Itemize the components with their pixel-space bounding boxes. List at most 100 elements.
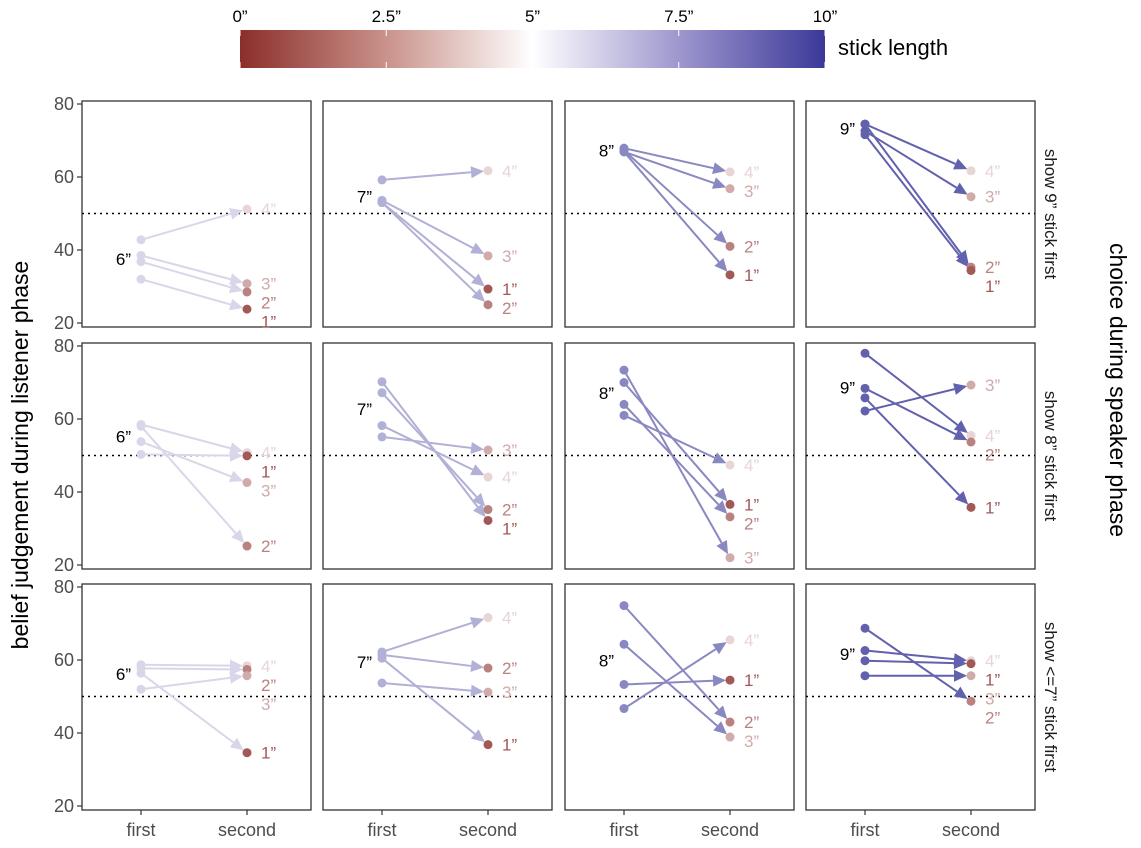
facet-panel: 4”1”3”2” 9” first second xyxy=(805,583,1036,840)
arrow-head xyxy=(713,230,728,244)
first-point xyxy=(860,130,870,140)
arrow-line xyxy=(381,653,472,667)
second-point xyxy=(725,717,735,727)
facet-panel: 4” 3” 2”1” 9” xyxy=(805,100,1036,328)
first-point xyxy=(377,198,387,208)
x-tick-label: second xyxy=(942,820,1000,840)
x-tick-label: second xyxy=(701,820,759,840)
facet-panel: 4” 2” 3” 1” 7” first second xyxy=(322,583,553,840)
arrow-line xyxy=(864,627,958,693)
arrow-head xyxy=(229,663,244,676)
arrow-head xyxy=(228,470,244,482)
arrow-head xyxy=(472,492,486,507)
arrow-head xyxy=(953,158,968,170)
facet-panel: 4” 3” 1”2” 7” xyxy=(322,100,553,328)
x-tick-label: first xyxy=(127,820,156,840)
second-point-label: 1” xyxy=(744,671,759,690)
second-point xyxy=(242,204,252,214)
second-point-label: 3” xyxy=(985,376,1000,395)
arrow-line xyxy=(864,388,955,412)
second-point xyxy=(725,635,735,645)
arrow-head xyxy=(470,684,485,697)
second-point xyxy=(966,430,976,440)
second-point-label: 2” xyxy=(502,659,517,678)
first-point xyxy=(377,421,387,431)
colorbar-tick-label: 0” xyxy=(232,7,247,26)
arrow-head xyxy=(229,208,244,220)
second-point-label: 3” xyxy=(985,188,1000,207)
first-stick-label: 9” xyxy=(840,645,855,664)
second-point-label: 3” xyxy=(261,275,276,294)
second-point-label: 2” xyxy=(744,237,759,256)
arrow-head xyxy=(953,420,968,433)
arrow-head xyxy=(471,273,485,287)
arrow-head xyxy=(713,721,727,735)
second-point-label: 2” xyxy=(985,445,1000,464)
first-stick-label: 8” xyxy=(599,652,614,671)
first-point xyxy=(136,250,146,260)
second-point-label: 4” xyxy=(744,163,759,182)
second-point-label: 1” xyxy=(985,671,1000,690)
arrow-line xyxy=(140,440,232,478)
first-point xyxy=(136,421,146,431)
second-point-label: 2” xyxy=(502,299,517,318)
y-tick-label: 80 xyxy=(54,577,74,597)
second-point xyxy=(242,287,252,297)
y-tick-label: 40 xyxy=(54,482,74,502)
second-point-label: 1” xyxy=(744,495,759,514)
second-point-label: 3” xyxy=(744,549,759,568)
first-point xyxy=(860,383,870,393)
second-point xyxy=(242,664,252,674)
arrow-line xyxy=(864,134,962,258)
facet-panel: 3” 4”2” 1” 9” xyxy=(805,342,1036,570)
first-point xyxy=(619,679,629,689)
arrow-line xyxy=(864,123,956,165)
second-point-label: 2” xyxy=(985,709,1000,728)
arrow-line xyxy=(140,672,235,744)
second-point-label: 3” xyxy=(744,732,759,751)
arrow-line xyxy=(623,381,720,493)
second-point xyxy=(483,687,493,697)
first-point xyxy=(136,235,146,245)
arrow-line xyxy=(381,681,472,692)
x-tick-label: second xyxy=(459,820,517,840)
second-point-label: 1” xyxy=(985,277,1000,296)
first-point xyxy=(860,348,870,358)
facet-panel: 3” 4” 2”1” 7” xyxy=(322,342,553,570)
second-point-label: 3” xyxy=(502,247,517,266)
colorbar-tick-label: 7.5” xyxy=(664,7,694,26)
arrow-line xyxy=(623,369,723,544)
first-point xyxy=(860,671,870,681)
second-point-label: 4” xyxy=(744,631,759,650)
second-point xyxy=(483,663,493,673)
second-point-label: 4” xyxy=(985,162,1000,181)
arrow-head xyxy=(716,539,729,555)
arrow-head xyxy=(712,674,727,687)
arrow-head xyxy=(470,441,485,454)
y-tick-label: 40 xyxy=(54,723,74,743)
first-point xyxy=(619,365,629,375)
arrow-head xyxy=(712,642,727,655)
second-point-label: 1” xyxy=(744,266,759,285)
arrow-line xyxy=(864,397,960,496)
arrow-line xyxy=(864,123,962,255)
colorbar-tick-label: 5” xyxy=(525,7,540,26)
facet-panel: 4” 1”2” 3” 8” xyxy=(564,342,795,570)
first-point xyxy=(619,399,629,409)
second-point-label: 1” xyxy=(261,463,276,482)
first-point xyxy=(136,257,146,267)
arrow-head xyxy=(954,490,969,505)
colorbar-tick-label: 2.5” xyxy=(372,7,402,26)
facet-panel: 4” 1” 2”3” 8” first second xyxy=(564,583,795,840)
first-point xyxy=(377,653,387,663)
second-point xyxy=(242,748,252,758)
second-point xyxy=(966,502,976,512)
arrow-head xyxy=(231,529,245,544)
arrow-line xyxy=(864,130,958,189)
second-point xyxy=(242,279,252,289)
first-point xyxy=(619,601,629,611)
first-point xyxy=(860,646,870,656)
first-point xyxy=(619,639,629,649)
second-point-label: 1” xyxy=(261,744,276,763)
second-point xyxy=(483,300,493,310)
